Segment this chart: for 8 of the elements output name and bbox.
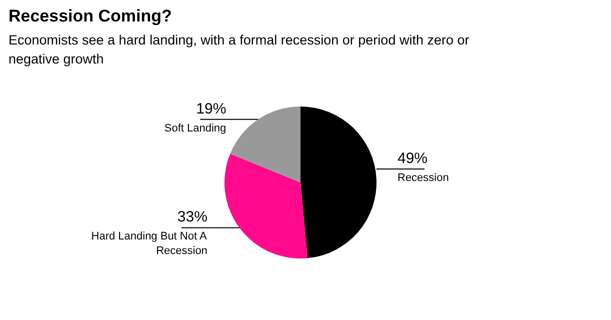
slice-label: Recession: [398, 172, 449, 184]
slice-label: Hard Landing But Not A Recession: [91, 230, 208, 258]
chart-subtitle: Economists see a hard landing, with a formal recession or period with zero or negative growth: [8, 32, 470, 66]
data-label: 49%: [398, 150, 428, 167]
slice-label: Soft Landing: [164, 122, 226, 134]
data-label: 19%: [196, 100, 226, 118]
data-label: 33%: [177, 208, 208, 226]
chart-title: Recession Coming?: [8, 6, 172, 26]
